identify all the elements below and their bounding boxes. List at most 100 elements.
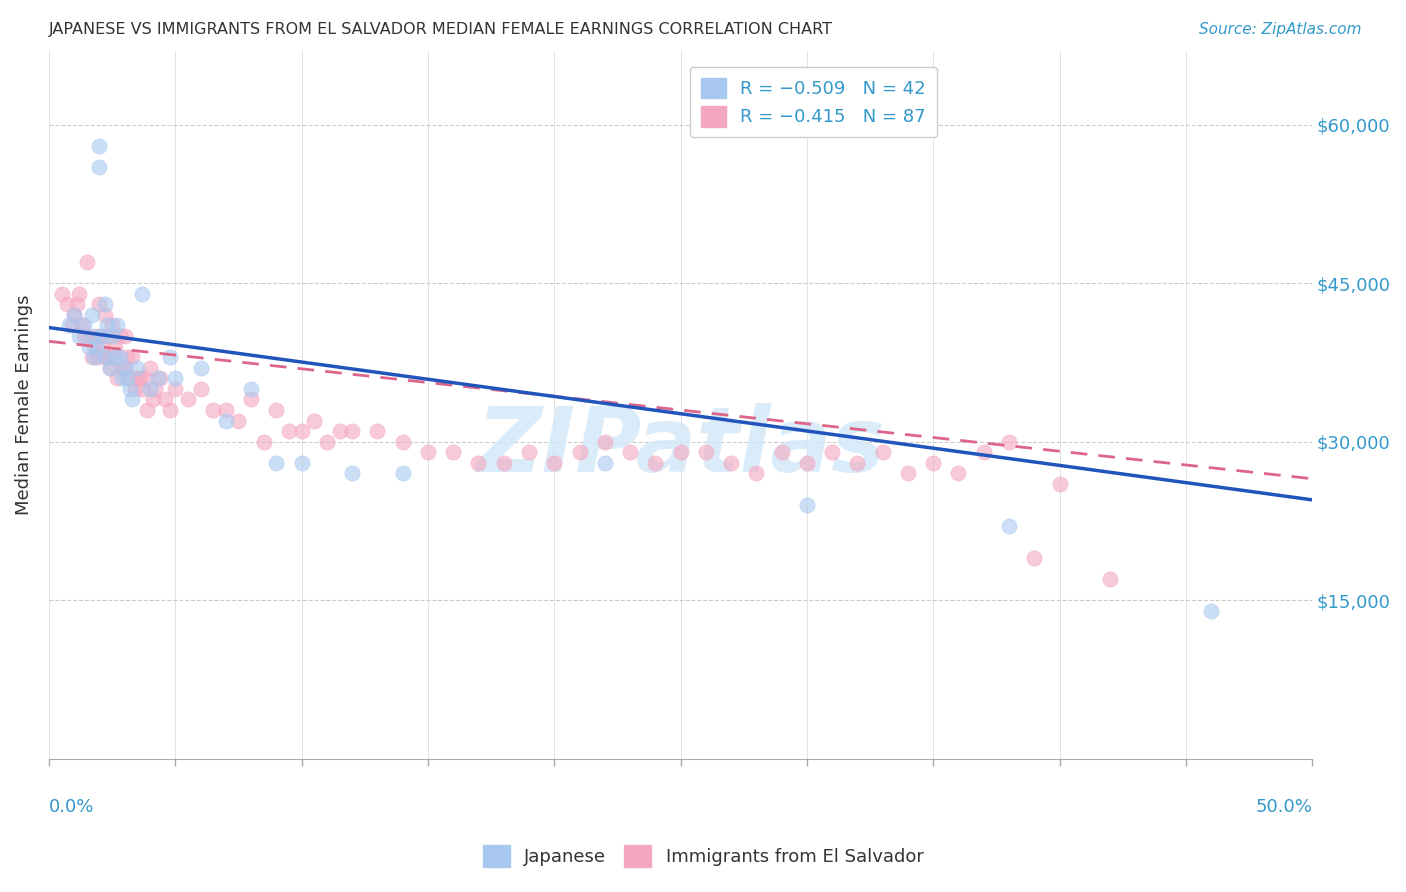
Legend: R = −0.509   N = 42, R = −0.415   N = 87: R = −0.509 N = 42, R = −0.415 N = 87 (690, 67, 936, 137)
Point (266, 456, 288, 470)
Point (998, 519, 1021, 533)
Point (745, 467, 768, 481)
Point (159, 350, 181, 364)
Point (416, 445, 439, 459)
Point (1049, 477, 1071, 491)
Point (467, 456, 489, 470)
Point (215, 414, 238, 428)
Point (177, 392, 200, 407)
Text: Source: ZipAtlas.com: Source: ZipAtlas.com (1198, 22, 1361, 37)
Point (948, 467, 970, 481)
Point (76, 255, 98, 269)
Point (846, 456, 869, 470)
Point (98, 360, 121, 375)
Point (83, 340, 105, 354)
Point (117, 350, 139, 364)
Point (366, 424, 388, 438)
Point (973, 445, 995, 459)
Point (136, 403, 159, 417)
Point (73, 329, 96, 343)
Text: 50.0%: 50.0% (1256, 797, 1312, 815)
Point (328, 424, 350, 438)
Point (1098, 572, 1121, 586)
Point (79, 329, 101, 343)
Point (124, 382, 146, 396)
Point (190, 360, 212, 375)
Point (568, 445, 591, 459)
Point (517, 445, 540, 459)
Point (63, 308, 86, 322)
Point (159, 403, 181, 417)
Point (101, 318, 124, 333)
Point (139, 360, 162, 375)
Point (79, 340, 101, 354)
Text: ZIPatlas: ZIPatlas (477, 403, 884, 491)
Point (669, 445, 692, 459)
Point (93, 297, 115, 311)
Point (51, 286, 73, 301)
Point (108, 350, 131, 364)
Point (91, 340, 114, 354)
Point (146, 371, 169, 385)
Point (391, 434, 413, 449)
Point (104, 340, 127, 354)
Point (619, 445, 641, 459)
Point (70, 318, 93, 333)
Point (111, 371, 134, 385)
Point (105, 318, 128, 333)
Point (139, 382, 162, 396)
Point (149, 371, 172, 385)
Point (93, 350, 115, 364)
Point (644, 456, 666, 470)
Point (89, 138, 111, 153)
Point (593, 434, 616, 449)
Point (66, 297, 89, 311)
Point (117, 371, 139, 385)
Point (131, 286, 153, 301)
Point (695, 445, 717, 459)
Point (492, 456, 515, 470)
Point (315, 434, 337, 449)
Point (127, 360, 149, 375)
Point (114, 360, 136, 375)
Point (98, 360, 121, 375)
Point (83, 329, 105, 343)
Text: 0.0%: 0.0% (49, 797, 94, 815)
Point (67, 329, 90, 343)
Point (340, 467, 363, 481)
Point (253, 434, 276, 449)
Point (796, 456, 818, 470)
Point (872, 445, 894, 459)
Point (96, 329, 118, 343)
Point (129, 371, 152, 385)
Point (391, 467, 413, 481)
Point (278, 424, 301, 438)
Point (1199, 604, 1222, 618)
Point (67, 286, 90, 301)
Point (86, 350, 108, 364)
Point (240, 392, 263, 407)
Legend: Japanese, Immigrants from El Salvador: Japanese, Immigrants from El Salvador (475, 838, 931, 874)
Point (114, 329, 136, 343)
Point (720, 456, 742, 470)
Point (998, 434, 1021, 449)
Point (796, 498, 818, 512)
Point (86, 340, 108, 354)
Point (291, 456, 314, 470)
Point (89, 329, 111, 343)
Point (593, 456, 616, 470)
Point (131, 382, 153, 396)
Point (101, 329, 124, 343)
Point (83, 350, 105, 364)
Point (55, 297, 77, 311)
Point (165, 371, 187, 385)
Point (60, 318, 83, 333)
Point (118, 382, 141, 396)
Text: JAPANESE VS IMMIGRANTS FROM EL SALVADOR MEDIAN FEMALE EARNINGS CORRELATION CHART: JAPANESE VS IMMIGRANTS FROM EL SALVADOR … (49, 22, 834, 37)
Point (73, 318, 96, 333)
Point (340, 424, 363, 438)
Point (153, 392, 176, 407)
Point (190, 382, 212, 396)
Point (202, 403, 225, 417)
Point (228, 414, 250, 428)
